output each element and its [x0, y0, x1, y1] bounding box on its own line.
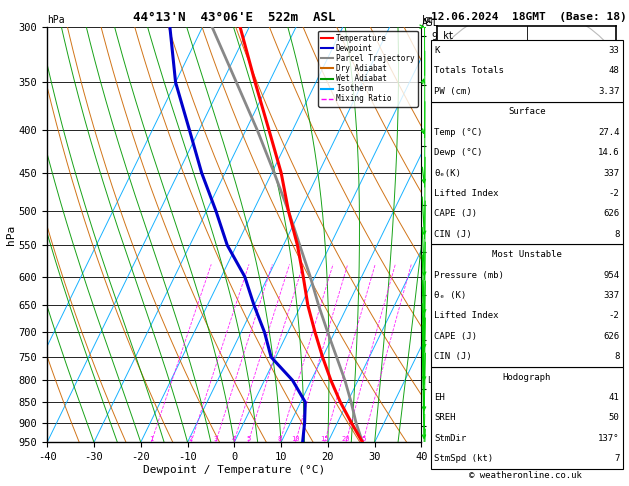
Text: Most Unstable: Most Unstable [492, 250, 562, 259]
Text: hPa: hPa [47, 15, 65, 25]
Text: 1: 1 [149, 436, 153, 442]
Text: EH: EH [434, 393, 445, 402]
Text: 626: 626 [603, 332, 620, 341]
Text: 8: 8 [614, 230, 620, 239]
Text: CAPE (J): CAPE (J) [434, 209, 477, 218]
Text: kt: kt [443, 31, 454, 41]
Text: 2: 2 [189, 436, 193, 442]
Text: 14.6: 14.6 [598, 148, 620, 157]
Text: 3: 3 [214, 436, 218, 442]
Text: 27.4: 27.4 [598, 128, 620, 137]
Text: 8: 8 [278, 436, 282, 442]
Text: θₑ(K): θₑ(K) [434, 169, 461, 177]
Text: -2: -2 [609, 189, 620, 198]
Text: 337: 337 [603, 169, 620, 177]
Text: StmDir: StmDir [434, 434, 466, 443]
Text: 12.06.2024  18GMT  (Base: 18): 12.06.2024 18GMT (Base: 18) [431, 12, 626, 22]
Text: 48: 48 [609, 67, 620, 75]
Text: CIN (J): CIN (J) [434, 352, 472, 361]
Text: © weatheronline.co.uk: © weatheronline.co.uk [469, 471, 582, 480]
Text: 41: 41 [609, 393, 620, 402]
Text: Surface: Surface [508, 107, 545, 116]
Text: Lifted Index: Lifted Index [434, 189, 499, 198]
Text: 137°: 137° [598, 434, 620, 443]
Text: 50: 50 [609, 414, 620, 422]
Text: 954: 954 [603, 271, 620, 279]
Text: 33: 33 [609, 46, 620, 55]
Text: -2: -2 [609, 312, 620, 320]
Title: 44°13'N  43°06'E  522m  ASL: 44°13'N 43°06'E 522m ASL [133, 11, 335, 24]
Text: 15: 15 [320, 436, 329, 442]
Legend: Temperature, Dewpoint, Parcel Trajectory, Dry Adiabat, Wet Adiabat, Isotherm, Mi: Temperature, Dewpoint, Parcel Trajectory… [318, 31, 418, 106]
Text: ASL: ASL [421, 18, 439, 29]
Text: CIN (J): CIN (J) [434, 230, 472, 239]
Text: LCL: LCL [427, 376, 442, 385]
Text: 10: 10 [291, 436, 299, 442]
Text: Pressure (mb): Pressure (mb) [434, 271, 504, 279]
Text: 8: 8 [614, 352, 620, 361]
Text: Totals Totals: Totals Totals [434, 67, 504, 75]
Text: StmSpd (kt): StmSpd (kt) [434, 454, 493, 463]
Text: Lifted Index: Lifted Index [434, 312, 499, 320]
Text: Hodograph: Hodograph [503, 373, 551, 382]
Text: 626: 626 [603, 209, 620, 218]
X-axis label: Dewpoint / Temperature (°C): Dewpoint / Temperature (°C) [143, 465, 325, 475]
Text: CAPE (J): CAPE (J) [434, 332, 477, 341]
Text: SREH: SREH [434, 414, 455, 422]
Text: km: km [421, 15, 433, 25]
Text: 25: 25 [359, 436, 367, 442]
Text: θₑ (K): θₑ (K) [434, 291, 466, 300]
Text: 20: 20 [342, 436, 350, 442]
Text: K: K [434, 46, 440, 55]
Text: 3.37: 3.37 [598, 87, 620, 96]
Text: Dewp (°C): Dewp (°C) [434, 148, 482, 157]
Text: Temp (°C): Temp (°C) [434, 128, 482, 137]
Y-axis label: hPa: hPa [6, 225, 16, 244]
Text: 5: 5 [246, 436, 250, 442]
Text: 4: 4 [231, 436, 236, 442]
Text: PW (cm): PW (cm) [434, 87, 472, 96]
Text: 337: 337 [603, 291, 620, 300]
Text: 7: 7 [614, 454, 620, 463]
